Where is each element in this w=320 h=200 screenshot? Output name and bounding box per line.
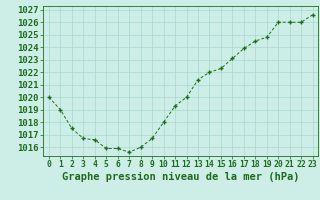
X-axis label: Graphe pression niveau de la mer (hPa): Graphe pression niveau de la mer (hPa) <box>62 172 300 182</box>
